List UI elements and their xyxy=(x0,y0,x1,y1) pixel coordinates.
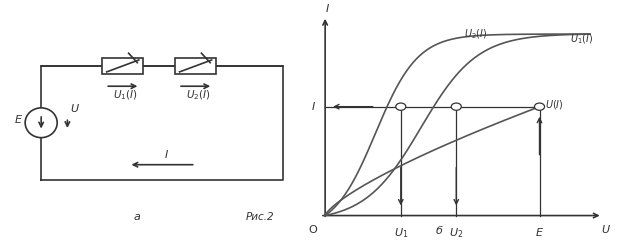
Text: I: I xyxy=(312,102,315,112)
Text: $U_2(I)$: $U_2(I)$ xyxy=(464,27,487,41)
Circle shape xyxy=(25,108,57,138)
Bar xyxy=(102,58,143,74)
Text: $U_1$: $U_1$ xyxy=(394,226,408,240)
Text: $U_2(I)$: $U_2(I)$ xyxy=(186,89,211,102)
Text: $U_1(I)$: $U_1(I)$ xyxy=(113,89,138,102)
Text: Рис.2: Рис.2 xyxy=(246,212,274,222)
Text: $I$: $I$ xyxy=(164,148,169,160)
Text: O: O xyxy=(309,225,317,235)
Circle shape xyxy=(396,103,406,110)
Text: $E$: $E$ xyxy=(535,226,544,238)
Text: U: U xyxy=(601,225,609,235)
Text: I: I xyxy=(326,4,329,14)
Text: $U(I)$: $U(I)$ xyxy=(544,98,564,111)
Text: U: U xyxy=(70,104,79,114)
Text: $U_2$: $U_2$ xyxy=(449,226,463,240)
Bar xyxy=(175,58,216,74)
Circle shape xyxy=(534,103,544,110)
Text: a: a xyxy=(134,212,141,222)
Text: $U_1(I)$: $U_1(I)$ xyxy=(570,33,593,46)
Text: E: E xyxy=(15,115,22,125)
Text: б: б xyxy=(435,226,442,236)
Circle shape xyxy=(451,103,461,110)
